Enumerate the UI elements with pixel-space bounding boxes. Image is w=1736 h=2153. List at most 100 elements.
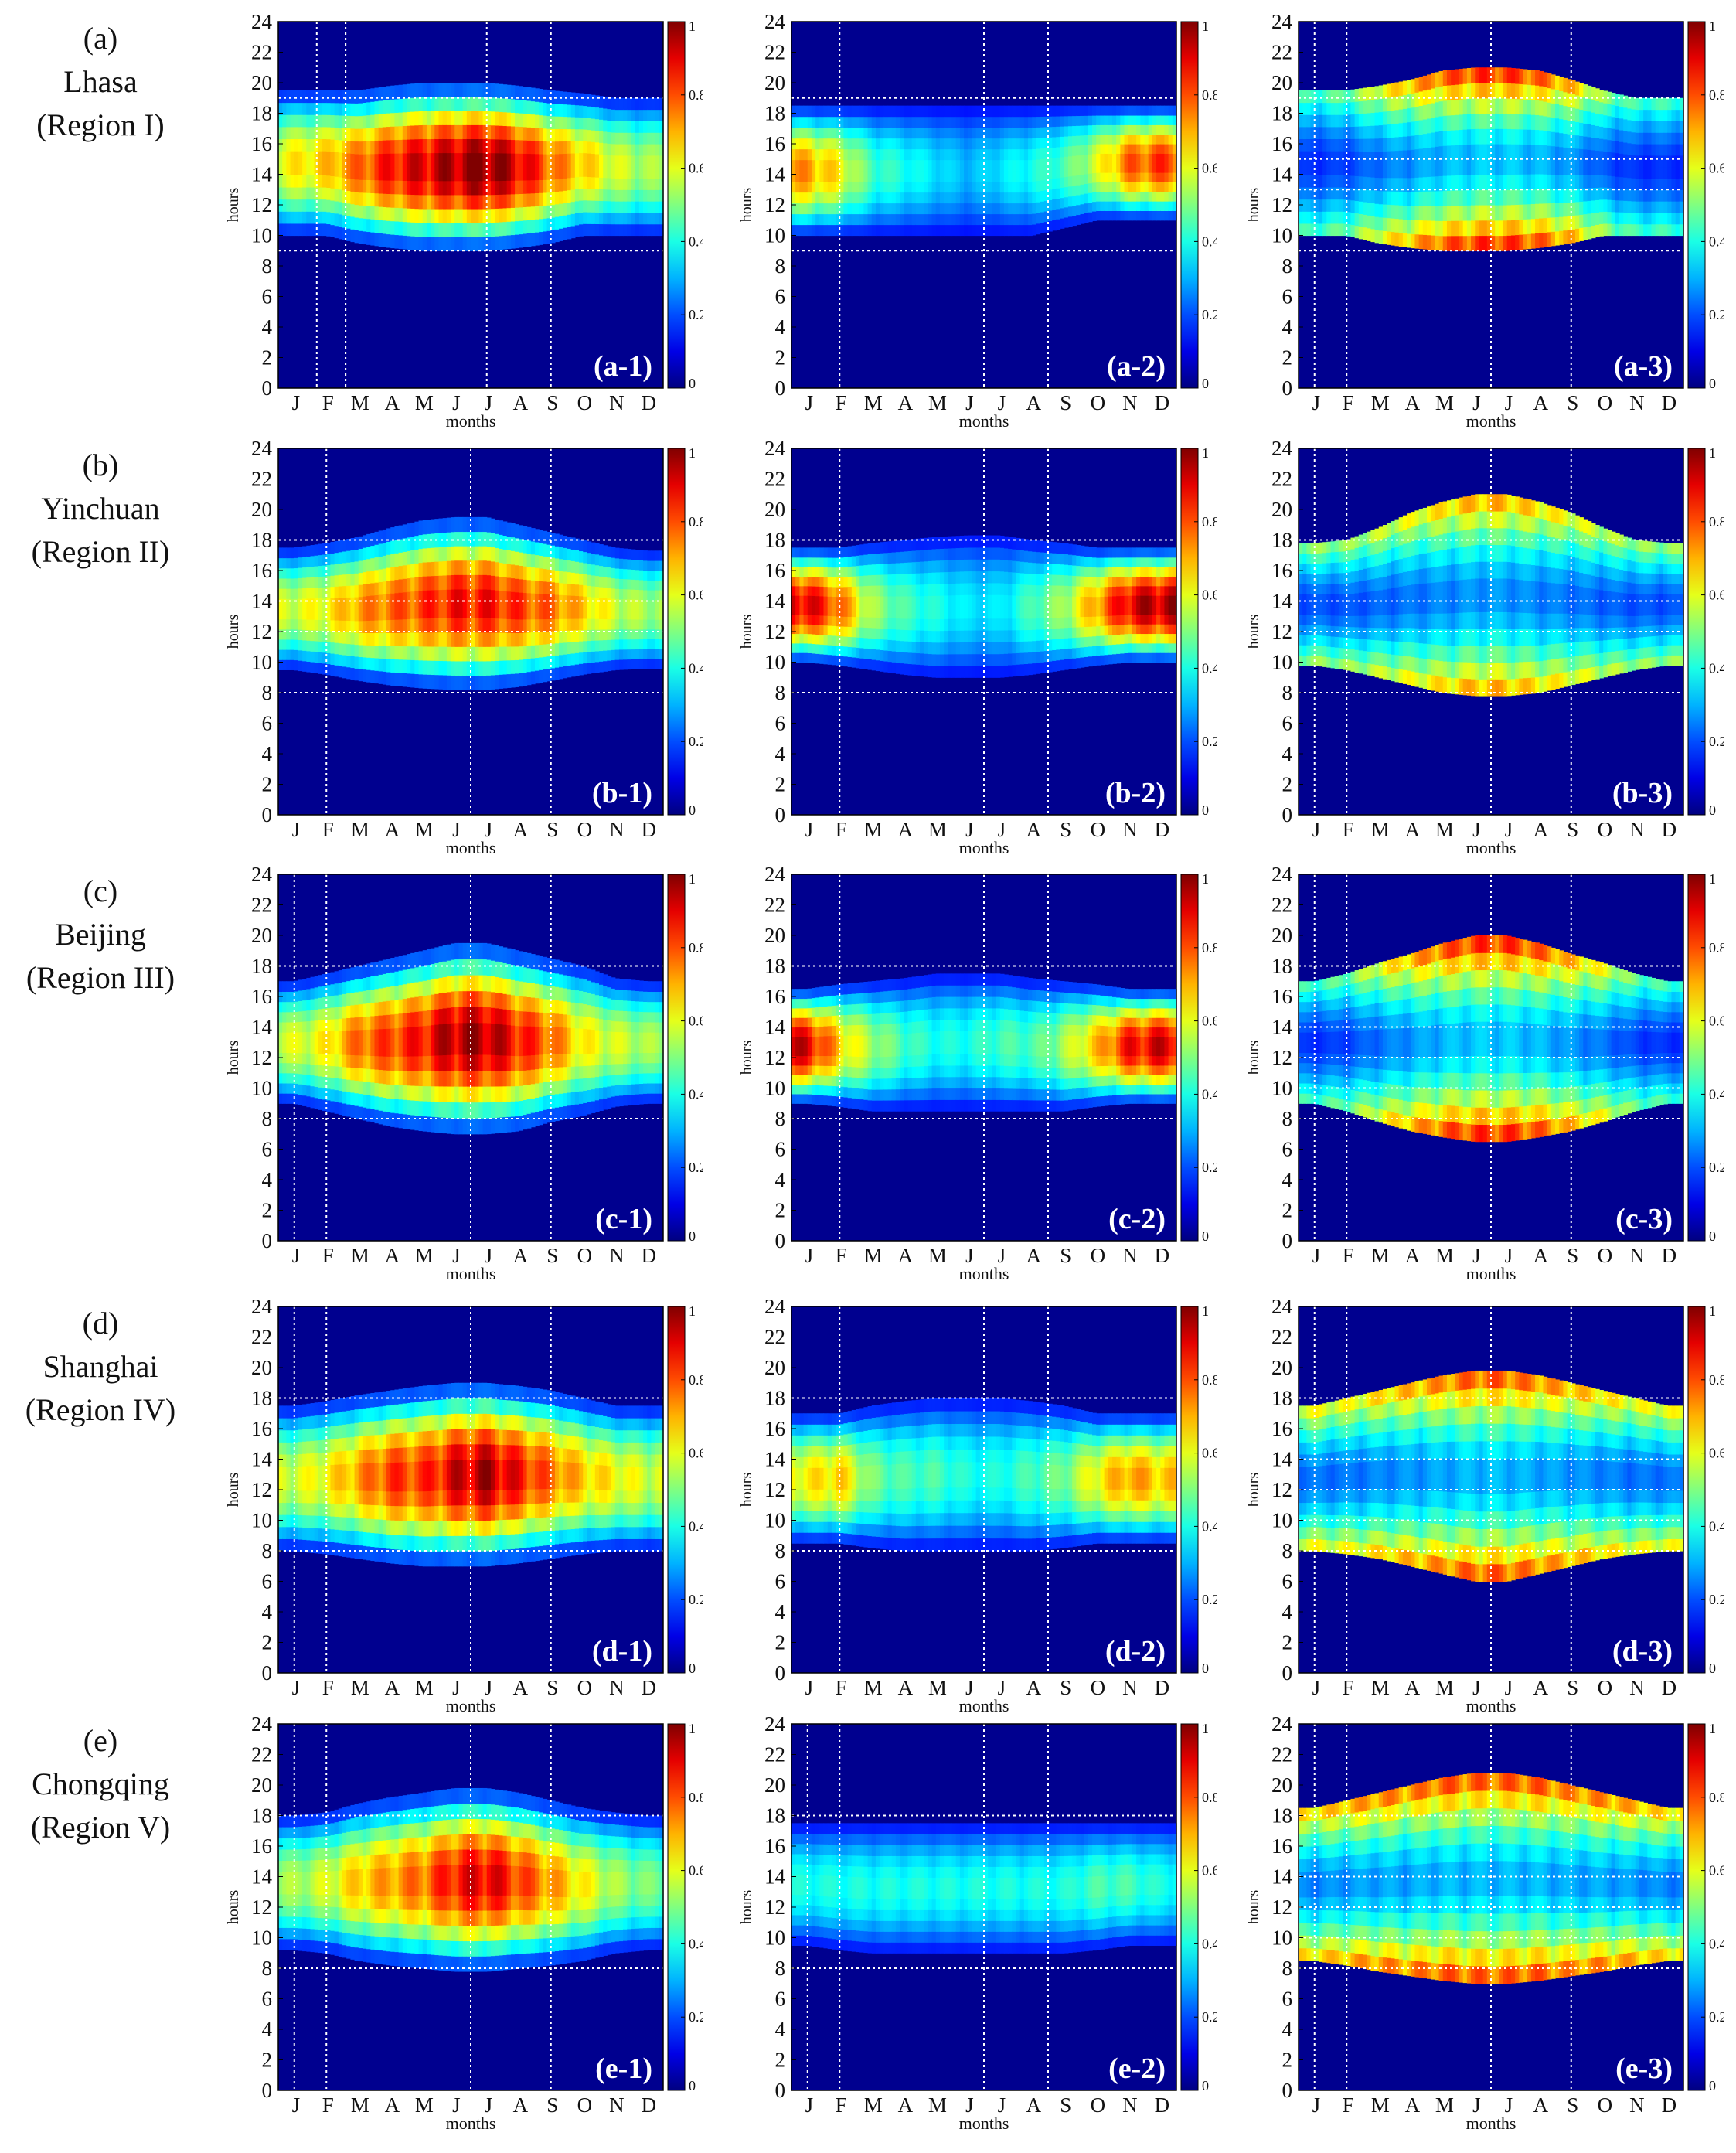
heatmap-cell xyxy=(1431,235,1435,250)
heatmap-cell xyxy=(1615,211,1620,224)
heatmap-cell xyxy=(535,153,540,168)
heatmap-cell xyxy=(1052,116,1057,128)
heatmap-cell xyxy=(1574,148,1580,162)
heatmap-cell xyxy=(390,220,396,235)
heatmap-cell xyxy=(988,138,992,150)
heatmap-cell xyxy=(959,159,965,172)
heatmap-cell xyxy=(1539,129,1544,145)
heatmap-cell xyxy=(1367,151,1371,165)
heatmap-cell xyxy=(1108,210,1113,221)
heatmap-cell xyxy=(398,84,403,99)
heatmap-cell xyxy=(996,159,1001,172)
heatmap-cell xyxy=(583,574,588,586)
heatmap-cell xyxy=(599,131,604,143)
heatmap-cell xyxy=(611,223,616,237)
heatmap-cell xyxy=(438,518,444,533)
heatmap-cell xyxy=(807,224,812,237)
heatmap-cell xyxy=(1446,84,1452,101)
heatmap-cell xyxy=(1072,215,1077,227)
heatmap-cell xyxy=(811,547,816,558)
heatmap-cell xyxy=(618,223,624,237)
heatmap-cell xyxy=(651,649,656,659)
heatmap-cell xyxy=(454,675,460,690)
heatmap-cell xyxy=(1510,67,1516,84)
heatmap-cell xyxy=(1559,174,1564,189)
heatmap-cell xyxy=(1100,144,1105,154)
heatmap-cell xyxy=(318,663,323,674)
heatmap-cell xyxy=(1491,67,1496,83)
heatmap-cell xyxy=(951,170,957,182)
heatmap-cell xyxy=(442,124,448,140)
heatmap-cell xyxy=(1471,205,1476,221)
heatmap-cell xyxy=(422,646,427,661)
row-label-city: Lhasa xyxy=(63,64,138,99)
heatmap-cell xyxy=(1459,99,1464,115)
heatmap-cell xyxy=(1571,161,1576,175)
heatmap-cell xyxy=(1547,231,1552,247)
heatmap-cell xyxy=(1411,93,1416,108)
heatmap-cell xyxy=(1663,155,1668,168)
heatmap-cell xyxy=(1603,175,1608,188)
heatmap-cell xyxy=(1571,134,1576,148)
heatmap-cell xyxy=(627,569,632,580)
heatmap-cell xyxy=(1084,154,1089,165)
heatmap-cell xyxy=(1583,110,1588,124)
heatmap-cell xyxy=(975,203,981,215)
heatmap-cell xyxy=(1338,102,1343,115)
heatmap-cell xyxy=(911,148,917,161)
heatmap-cell xyxy=(827,645,832,656)
heatmap-cell xyxy=(1427,191,1431,206)
heatmap-cell xyxy=(422,97,427,111)
heatmap-cell xyxy=(1543,232,1548,247)
heatmap-cell xyxy=(306,566,311,578)
heatmap-cell xyxy=(1012,148,1017,161)
heatmap-cell xyxy=(1655,109,1660,121)
heatmap-cell xyxy=(803,148,808,161)
heatmap-cell xyxy=(871,105,877,118)
heatmap-cell xyxy=(451,632,455,647)
heatmap-cell xyxy=(330,90,335,104)
heatmap-cell xyxy=(1431,117,1435,133)
heatmap-cell xyxy=(559,153,563,167)
heatmap-cell xyxy=(847,127,853,139)
y-tick-label: 16 xyxy=(764,132,785,155)
heatmap-cell xyxy=(442,674,448,690)
heatmap-cell xyxy=(546,643,552,657)
heatmap-cell xyxy=(366,632,371,646)
heatmap-cell xyxy=(378,87,383,101)
heatmap-cell xyxy=(322,576,327,588)
heatmap-cell xyxy=(290,618,295,630)
heatmap-cell xyxy=(1506,174,1512,190)
heatmap-cell xyxy=(618,649,624,660)
heatmap-cell xyxy=(1651,121,1656,133)
heatmap-cell xyxy=(643,178,648,190)
heatmap-cell xyxy=(791,213,796,226)
heatmap-cell xyxy=(1591,175,1596,189)
heatmap-cell xyxy=(1567,188,1572,203)
heatmap-cell xyxy=(594,153,600,166)
heatmap-cell xyxy=(614,121,620,133)
heatmap-cell xyxy=(486,618,492,633)
heatmap-cell xyxy=(843,159,849,172)
heatmap-cell xyxy=(1567,202,1572,216)
heatmap-cell xyxy=(278,618,283,630)
heatmap-cell xyxy=(651,223,656,237)
heatmap-cell xyxy=(362,230,367,245)
heatmap-cell xyxy=(1338,90,1343,104)
heatmap-cell xyxy=(1486,235,1492,251)
heatmap-cell xyxy=(1631,143,1636,156)
heatmap-cell xyxy=(1136,172,1141,182)
heatmap-cell xyxy=(482,124,488,140)
heatmap-cell xyxy=(815,127,820,139)
heatmap-cell xyxy=(1555,230,1560,246)
heatmap-cell xyxy=(1148,172,1153,182)
heatmap-cell xyxy=(795,605,800,615)
heatmap-cell xyxy=(1048,210,1053,222)
heatmap-cell xyxy=(1519,114,1524,130)
heatmap-cell xyxy=(382,179,387,194)
heatmap-cell xyxy=(462,138,468,154)
heatmap-cell xyxy=(1603,127,1608,140)
heatmap-cell xyxy=(1499,97,1504,114)
heatmap-cell xyxy=(996,105,1001,118)
heatmap-cell xyxy=(1318,199,1323,212)
